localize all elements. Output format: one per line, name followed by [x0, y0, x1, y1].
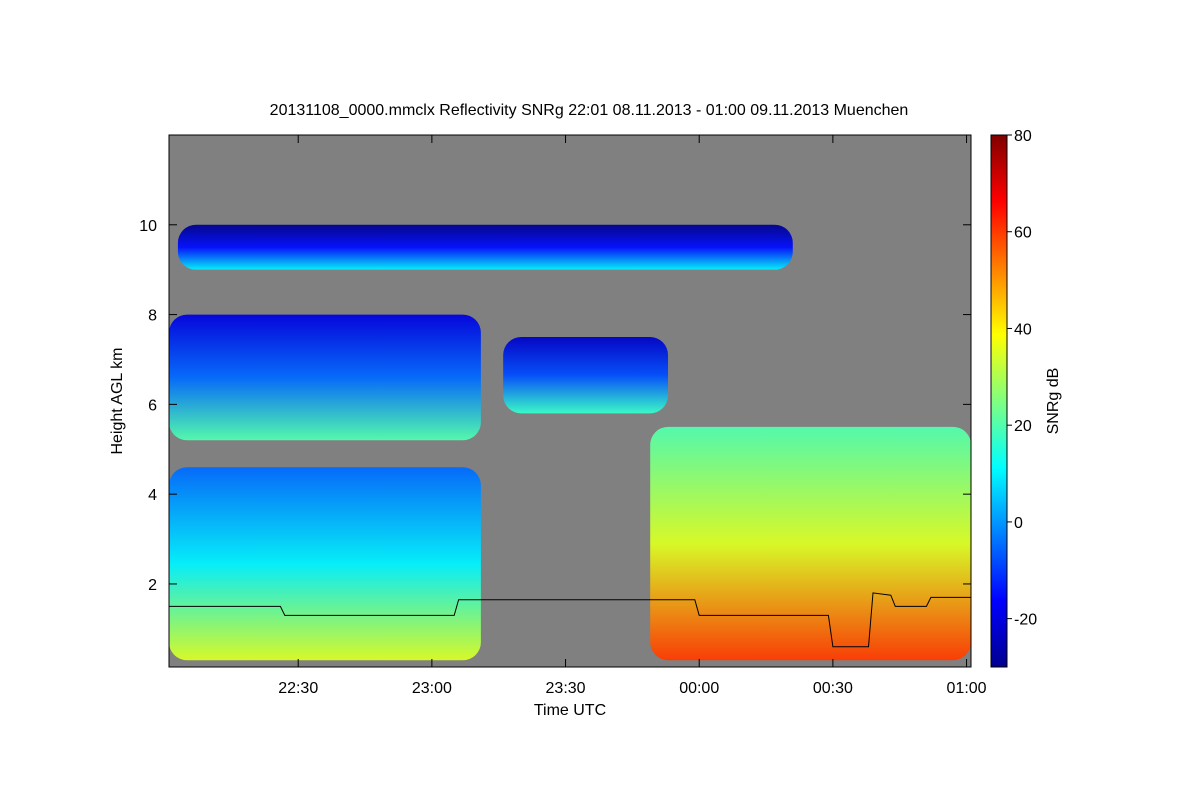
echo-patch	[503, 337, 669, 414]
cloud-base-line	[169, 592, 971, 648]
echo-patch	[177, 224, 793, 270]
echo-region-upper-cloud-mid	[503, 337, 669, 414]
y-tick-label: 6	[148, 397, 157, 414]
plot-area	[168, 134, 972, 668]
echo-region-lower-cloud-west	[169, 467, 481, 661]
echo-region-cirrus-top	[177, 224, 793, 270]
y-tick-label: 2	[148, 577, 157, 594]
y-axis: 2 4 6 8 10	[139, 218, 971, 594]
echo-patch	[169, 467, 481, 661]
colorbar-tick-label: -20	[1014, 612, 1037, 629]
plot-frame	[168, 134, 972, 668]
echo-patch	[169, 314, 481, 441]
colorbar-tick-label: 0	[1014, 515, 1023, 532]
colorbar-ticks: -20 0 20 40 60 80	[1007, 128, 1037, 629]
x-axis: 22:30 23:00 23:30 00:00 00:30 01:00	[278, 135, 987, 697]
echo-region-upper-cloud-west	[169, 314, 481, 441]
y-tick-label: 10	[139, 218, 157, 235]
echo-region-lower-cloud-east	[650, 426, 971, 661]
x-tick-label: 00:30	[813, 680, 853, 697]
colorbar-tick-label: 40	[1014, 321, 1032, 338]
echo-patch	[650, 426, 971, 661]
colorbar-tick-label: 60	[1014, 225, 1032, 242]
colorbar	[990, 134, 1008, 668]
x-tick-label: 23:30	[546, 680, 586, 697]
echo-layer	[169, 224, 971, 661]
colorbar-label: SNRg dB	[1045, 368, 1062, 435]
x-tick-label: 01:00	[947, 680, 987, 697]
x-tick-label: 00:00	[679, 680, 719, 697]
x-tick-label: 22:30	[278, 680, 318, 697]
colorbar-gradient	[990, 134, 1008, 668]
y-axis-label: Height AGL km	[109, 347, 126, 454]
colorbar-tick-label: 20	[1014, 418, 1032, 435]
colorbar-tick-label: 80	[1014, 128, 1032, 145]
y-tick-label: 4	[148, 487, 157, 504]
x-axis-label: Time UTC	[534, 702, 606, 719]
chart-title: 20131108_0000.mmclx Reflectivity SNRg 22…	[270, 102, 909, 119]
y-tick-label: 8	[148, 308, 157, 325]
x-tick-label: 23:00	[412, 680, 452, 697]
